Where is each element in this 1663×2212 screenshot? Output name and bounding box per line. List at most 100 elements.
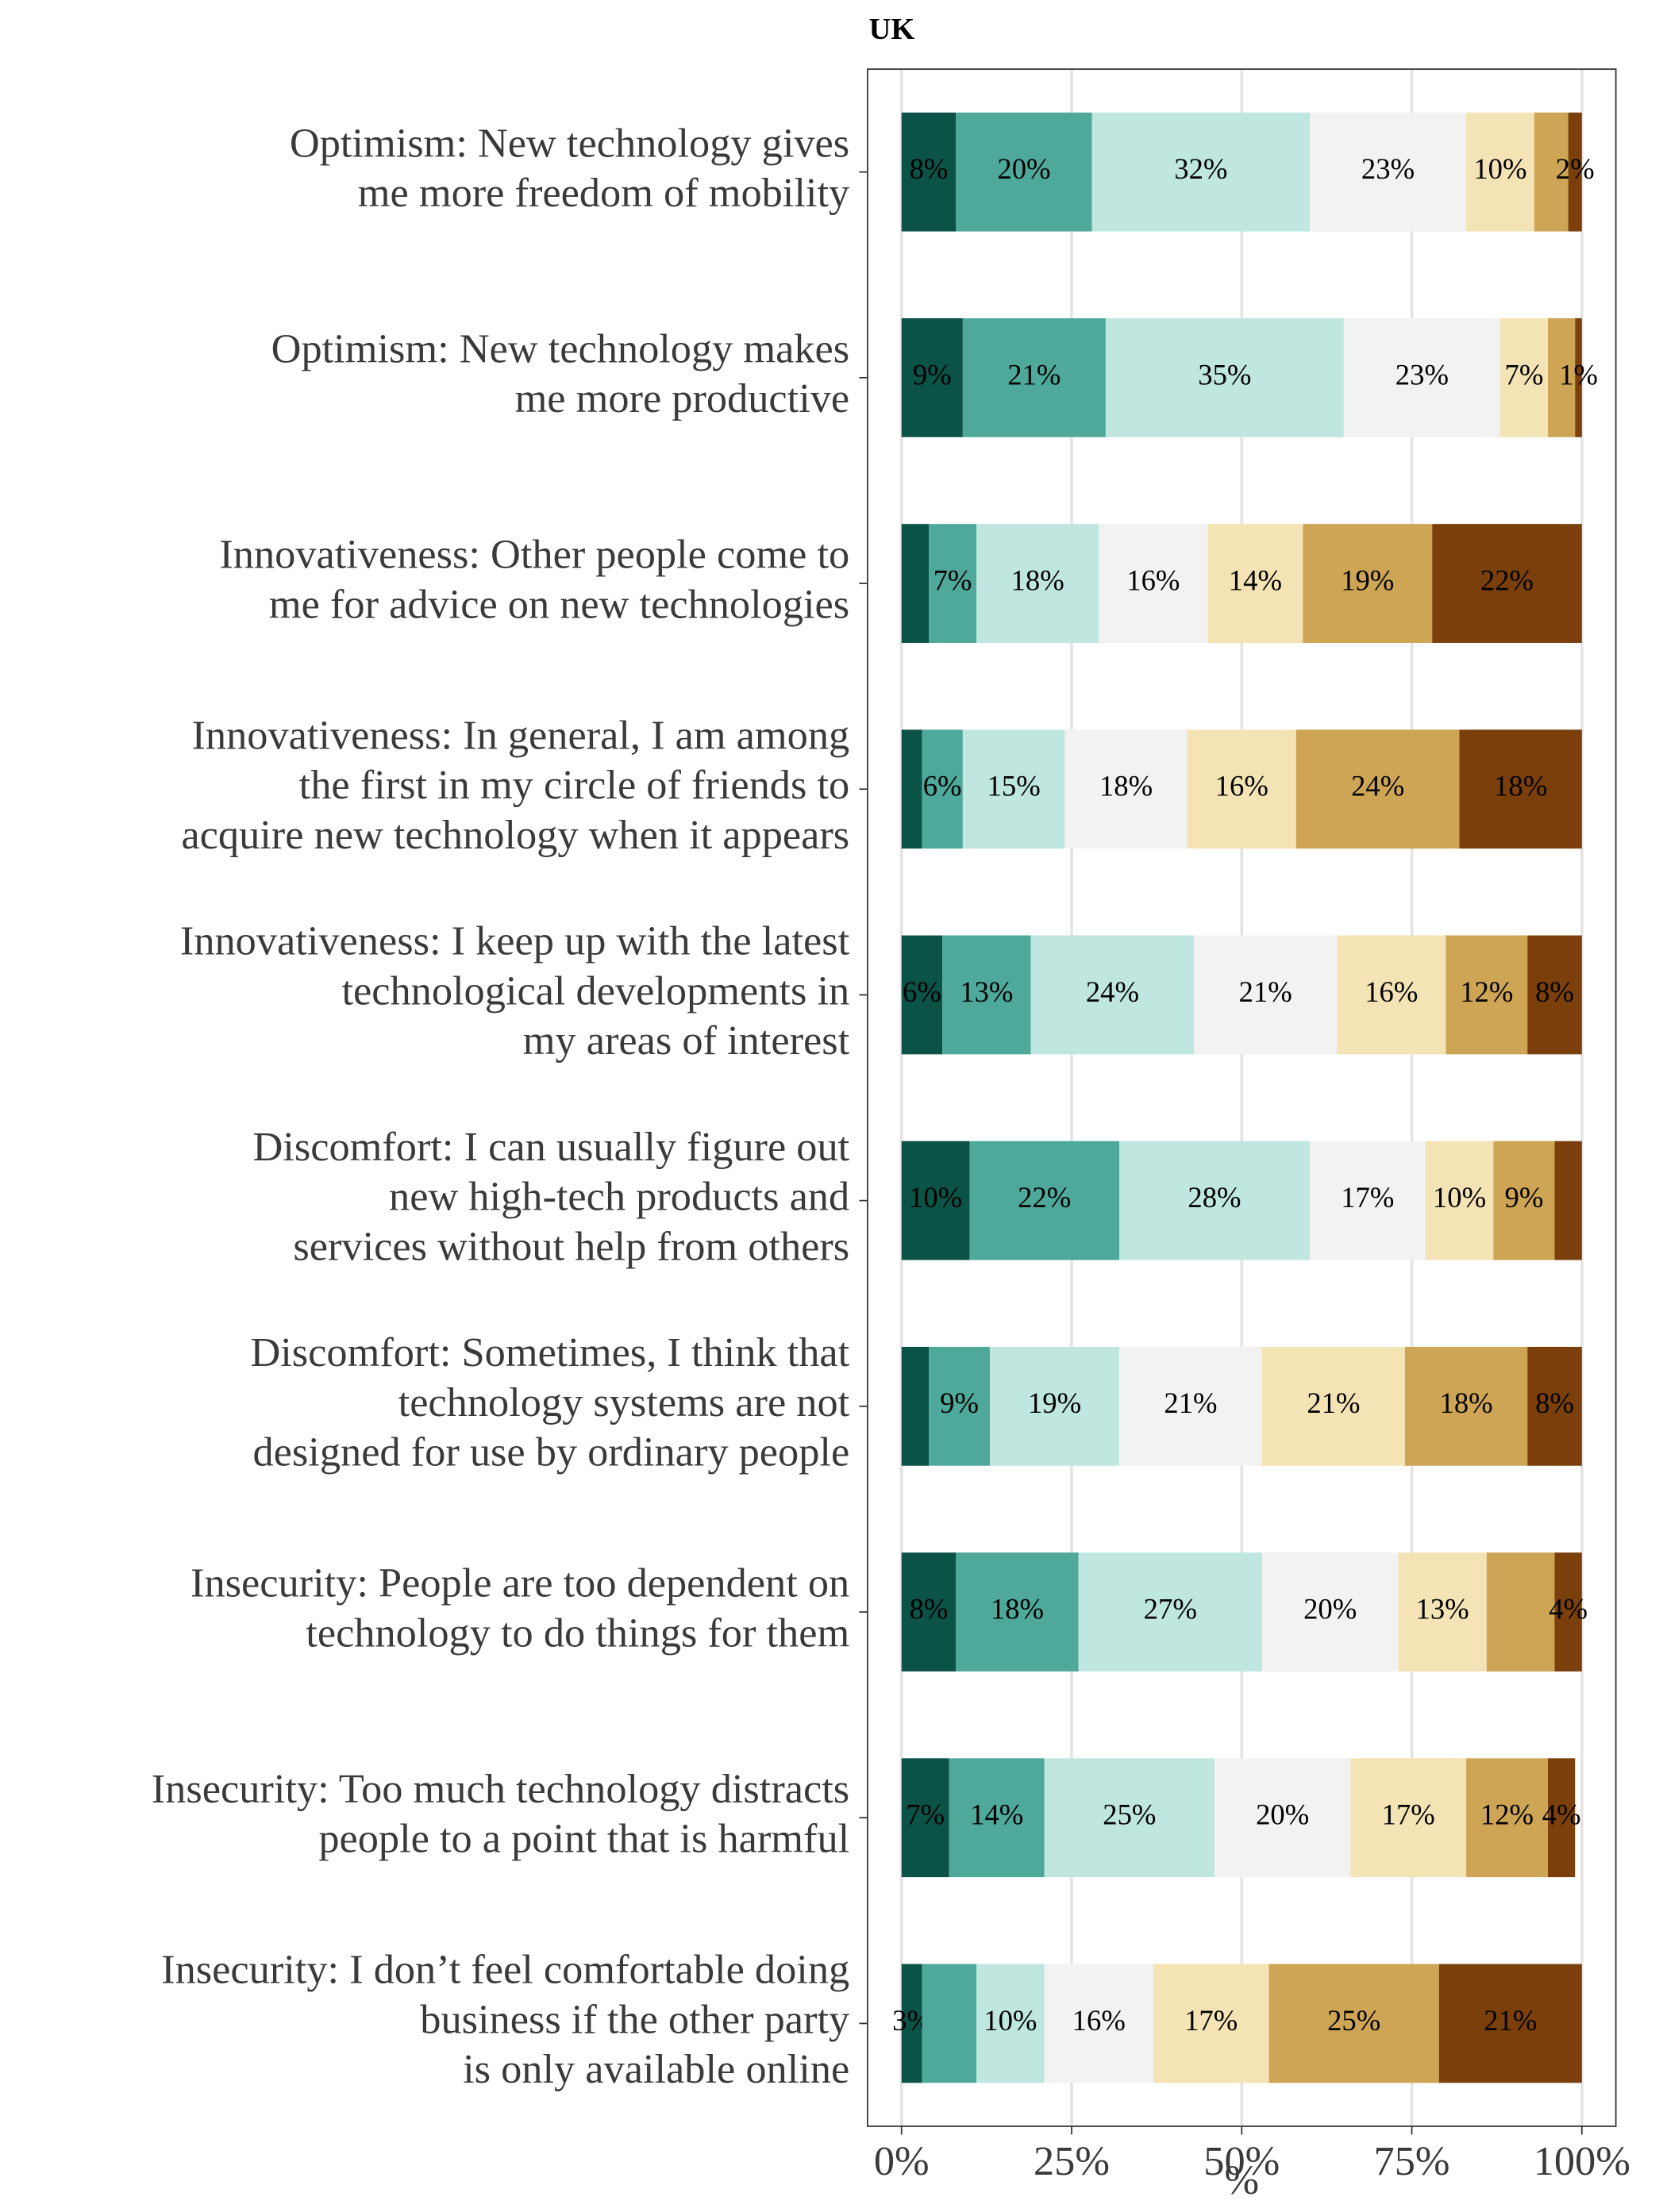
data-label: 2% <box>1556 152 1595 185</box>
data-label: 21% <box>1307 1387 1360 1419</box>
bar-segment <box>901 317 963 437</box>
bar-segment <box>1044 1964 1153 2083</box>
y-tick-label: Discomfort: I can usually figure out new … <box>252 1124 849 1269</box>
data-label: 7% <box>1505 358 1544 390</box>
bar-segment <box>901 1758 949 1878</box>
data-label: 17% <box>1341 1181 1394 1214</box>
bar-segment <box>1459 729 1582 849</box>
data-label: 18% <box>1439 1387 1492 1419</box>
bar-segment <box>1527 1346 1582 1466</box>
x-tick-label: 75% <box>1374 2138 1450 2184</box>
bar-segment <box>1153 1964 1269 2083</box>
data-label: 27% <box>1144 1592 1197 1625</box>
data-label: 9% <box>1505 1181 1544 1214</box>
data-label: 1% <box>1559 358 1598 390</box>
data-label: 16% <box>1215 770 1268 802</box>
data-label: 4% <box>1542 1798 1581 1831</box>
bar-segment <box>1398 1552 1487 1672</box>
bar-segment <box>901 112 957 232</box>
data-label: 10% <box>909 1181 962 1214</box>
bar-segment <box>976 524 1099 643</box>
bar-segment <box>1309 1141 1426 1260</box>
bar-segment <box>1118 1346 1262 1466</box>
bar-segment <box>1118 1141 1310 1260</box>
bar-segment <box>1554 1552 1582 1672</box>
x-tick-label: 50% <box>1203 2138 1280 2184</box>
data-label: 8% <box>910 152 949 185</box>
data-label: 18% <box>1494 770 1547 802</box>
bar-segment <box>942 935 1031 1055</box>
data-label: 19% <box>1028 1387 1081 1419</box>
data-label: 32% <box>1174 152 1227 185</box>
x-tick-label: 100% <box>1534 2138 1630 2184</box>
data-label: 16% <box>1365 975 1418 1008</box>
bar-segment <box>1194 935 1338 1055</box>
data-label: 6% <box>903 975 941 1008</box>
bar-segment <box>1030 935 1195 1055</box>
data-label: 8% <box>1535 1387 1574 1419</box>
data-label: 22% <box>1018 1181 1071 1214</box>
data-label: 22% <box>1480 564 1534 597</box>
data-label: 8% <box>910 1592 949 1625</box>
data-label: 7% <box>906 1798 945 1831</box>
bar-segment <box>1568 112 1582 232</box>
bar-segment <box>1187 729 1296 849</box>
bar-segment <box>962 317 1106 437</box>
bar-segment <box>976 1964 1045 2083</box>
data-label: 17% <box>1184 2004 1238 2037</box>
data-label: 16% <box>1072 2004 1126 2037</box>
bar-segment <box>1466 1758 1548 1878</box>
bar-segment <box>929 1346 991 1466</box>
bar-segment <box>1547 1758 1576 1878</box>
data-label: 12% <box>1460 975 1513 1008</box>
bar-segment <box>1303 524 1433 643</box>
bar-segment <box>1499 317 1548 437</box>
bar-segment <box>1486 1552 1555 1672</box>
y-tick-label: Insecurity: I don’t feel comfortable doi… <box>161 1947 849 2092</box>
data-label: 9% <box>913 358 952 390</box>
data-label: 15% <box>987 770 1041 802</box>
y-tick-label: Insecurity: People are too dependent on t… <box>191 1560 849 1656</box>
data-label: 13% <box>1416 1592 1469 1625</box>
bar-segment <box>901 1964 922 2083</box>
data-label: 25% <box>1103 1798 1156 1831</box>
data-label: 10% <box>1433 1181 1486 1214</box>
bar-segment <box>1466 112 1534 232</box>
plot-border <box>867 68 1617 2127</box>
bar-segment <box>901 1552 957 1672</box>
bar-segment <box>1337 935 1446 1055</box>
y-tick-label: Optimism: New technology gives me more fr… <box>290 120 849 216</box>
data-label: 7% <box>934 564 972 597</box>
bar-segment <box>1493 1141 1555 1260</box>
y-tick-label: Innovativeness: In general, I am among th… <box>181 713 849 858</box>
data-label: 14% <box>970 1798 1023 1831</box>
data-label: 16% <box>1126 564 1180 597</box>
bar-segment <box>922 1964 977 2083</box>
y-tick-label: Insecurity: Too much technology distract… <box>152 1766 849 1862</box>
bar-segment <box>1446 935 1528 1055</box>
bar-segment <box>929 524 977 643</box>
bar-segment <box>956 1552 1079 1672</box>
data-label: 20% <box>1303 1592 1357 1625</box>
bar-segment <box>1432 524 1582 643</box>
bar-segment <box>1261 1346 1405 1466</box>
data-label: 20% <box>1256 1798 1309 1831</box>
y-tick-label: Optimism: New technology makes me more pr… <box>271 326 850 422</box>
bar-segment <box>1425 1141 1494 1260</box>
data-label: 24% <box>1086 975 1139 1008</box>
bar-segment <box>1091 112 1310 232</box>
data-label: 13% <box>960 975 1013 1008</box>
y-tick-label: Innovativeness: I keep up with the lates… <box>180 918 850 1064</box>
y-tick-label: Innovativeness: Other people come to me f… <box>219 532 849 628</box>
data-label: 12% <box>1480 1798 1534 1831</box>
bar-segment <box>1207 524 1303 643</box>
x-tick-label: 25% <box>1034 2138 1110 2184</box>
bar-segment <box>1534 112 1569 232</box>
data-label: 20% <box>997 152 1050 185</box>
data-label: 19% <box>1341 564 1394 597</box>
bar-segment <box>969 1141 1119 1260</box>
bar-segment <box>1099 524 1208 643</box>
bar-segment <box>901 729 922 849</box>
bar-segment <box>1064 729 1188 849</box>
y-tick-label: Discomfort: Sometimes, I think that techn… <box>250 1329 849 1475</box>
